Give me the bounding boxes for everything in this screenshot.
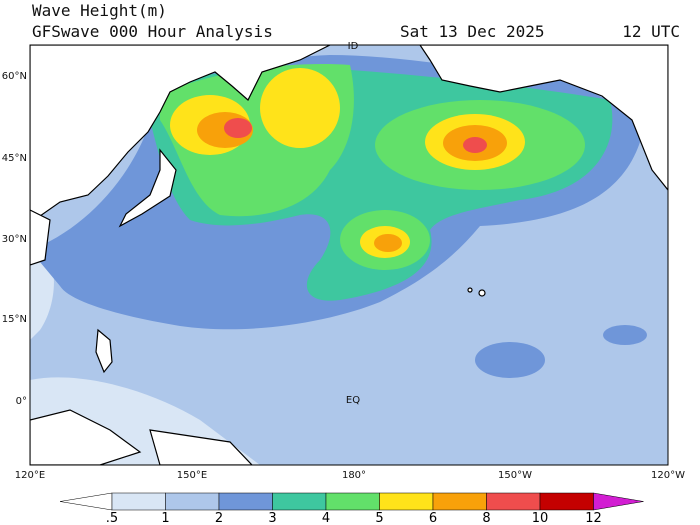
- colorbar-label: 10: [532, 511, 549, 525]
- colorbar-swatch: [218, 492, 273, 511]
- colorbar-label: 12: [585, 511, 602, 525]
- colorbar: .5 1 2 3 4 5 6 8 10 12: [59, 492, 644, 525]
- colorbar-swatch: [59, 492, 113, 511]
- colorbar-label: .5: [106, 511, 118, 525]
- colorbar-label: 1: [161, 511, 169, 525]
- date: Sat 13 Dec 2025: [400, 22, 545, 41]
- colorbar-swatch: [111, 492, 166, 511]
- colorbar-label: 8: [482, 511, 490, 525]
- colorbar-swatch: [432, 492, 487, 511]
- colorbar-swatch: [539, 492, 594, 511]
- lat-label: 30°N: [2, 234, 27, 245]
- colorbar-label: 2: [215, 511, 223, 525]
- wave-field: [224, 118, 252, 138]
- lon-label: 150°W: [498, 470, 532, 481]
- time: 12 UTC: [622, 22, 680, 41]
- map-frame: [29, 44, 669, 466]
- colorbar-swatch: [593, 492, 644, 511]
- lon-label: 150°E: [177, 470, 207, 481]
- lat-label: 15°N: [2, 314, 27, 325]
- colorbar-swatch: [165, 492, 220, 511]
- lat-label: 45°N: [2, 153, 27, 164]
- lon-label: 120°E: [15, 470, 45, 481]
- colorbar-swatch: [272, 492, 327, 511]
- wave-field: [463, 137, 487, 153]
- wave-field: [260, 68, 340, 148]
- map: [30, 45, 668, 465]
- colorbar-swatch: [379, 492, 434, 511]
- lon-label: 120°W: [651, 470, 685, 481]
- place-label: EQ: [346, 395, 360, 406]
- subtitle: GFSwave 000 Hour Analysis: [32, 22, 273, 41]
- lon-label: 180°: [342, 470, 366, 481]
- lat-label: 60°N: [2, 71, 27, 82]
- colorbar-label: 3: [268, 511, 276, 525]
- colorbar-label: 4: [322, 511, 330, 525]
- place-label: ID: [348, 41, 359, 52]
- wave-field: [475, 342, 545, 378]
- colorbar-label: 5: [375, 511, 383, 525]
- wave-field: [374, 234, 402, 252]
- colorbar-label: 6: [429, 511, 437, 525]
- colorbar-swatch: [486, 492, 541, 511]
- title: Wave Height(m): [32, 1, 167, 20]
- colorbar-swatch: [325, 492, 380, 511]
- wave-field: [603, 325, 647, 345]
- land: [30, 45, 668, 465]
- lat-label: 0°: [16, 396, 27, 407]
